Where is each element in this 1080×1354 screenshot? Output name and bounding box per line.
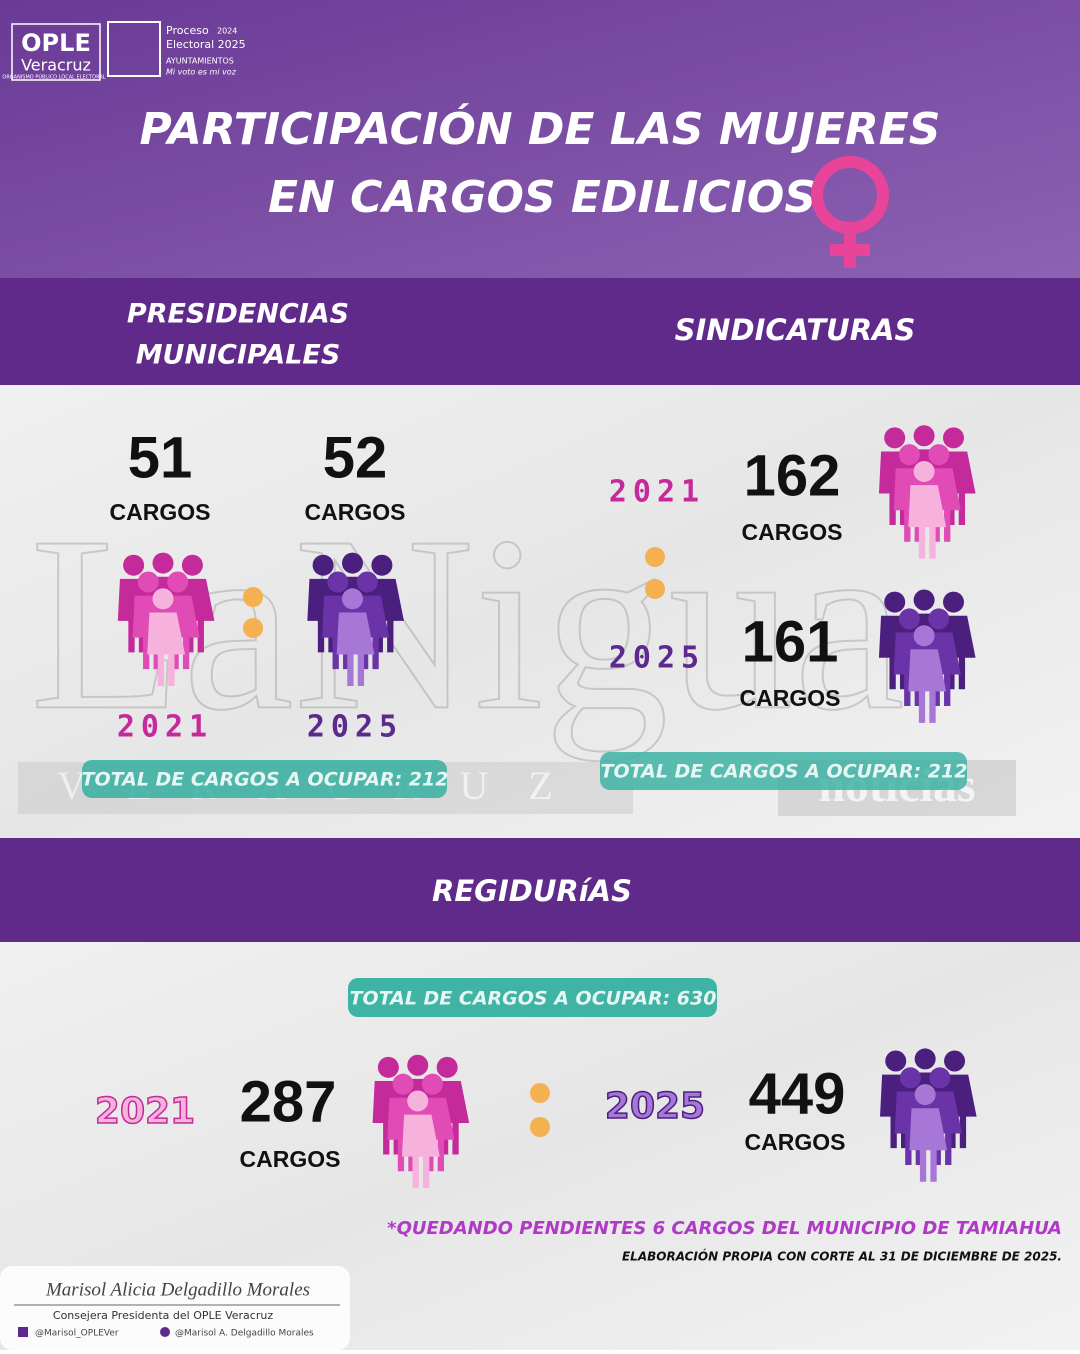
value: 449 — [749, 1061, 846, 1126]
dot — [645, 579, 665, 599]
total-pill — [600, 752, 967, 790]
electoral: Electoral 2025 — [166, 38, 246, 51]
unit: CARGOS — [745, 1129, 846, 1155]
unit: CARGOS — [742, 519, 843, 545]
dot — [243, 587, 263, 607]
value: 287 — [240, 1069, 337, 1134]
value: 52 — [323, 425, 388, 490]
section-title: SINDICATURAS — [675, 313, 916, 347]
section-title: REGIDURíAS — [432, 874, 632, 908]
unit: CARGOS — [305, 499, 406, 525]
title: EN CARGOS EDILICIOS — [268, 172, 816, 223]
ayuntamientos: AYUNTAMIENTOS — [166, 57, 234, 66]
logo-name: OPLE — [21, 29, 91, 57]
unit: CARGOS — [740, 685, 841, 711]
dot — [530, 1117, 550, 1137]
total: TOTAL DE CARGOS A OCUPAR: 630 — [350, 988, 717, 1010]
footer-card — [0, 1266, 350, 1350]
logo-mark — [107, 21, 161, 77]
section-title: MUNICIPALES — [136, 340, 341, 371]
header-bg — [0, 0, 1080, 278]
facebook-icon — [18, 1327, 28, 1337]
dot — [645, 547, 665, 567]
x-icon — [160, 1327, 170, 1337]
role: Consejera Presidenta del OPLE Veracruz — [53, 1309, 273, 1322]
total: TOTAL DE CARGOS A OCUPAR: 212 — [82, 769, 449, 791]
logo-tagline: ORGANISMO PÚBLICO LOCAL ELECTORAL — [2, 74, 105, 81]
year: 2021 — [609, 475, 705, 510]
value: 51 — [128, 425, 193, 490]
signature: Marisol Alicia Delgadillo Morales — [45, 1279, 310, 1300]
title: PARTICIPACIÓN DE LAS MUJERES — [140, 102, 941, 155]
dot — [243, 618, 263, 638]
logo-frame — [11, 23, 101, 81]
dot — [530, 1083, 550, 1103]
total-pill — [348, 978, 717, 1017]
year: 2021 — [117, 710, 213, 745]
logo: OPLE Veracruz ORGANISMO PÚBLICO LOCAL EL… — [2, 21, 246, 81]
value: 162 — [744, 443, 841, 508]
slogan: Mi voto es mi voz — [166, 68, 237, 77]
total-pill — [82, 760, 447, 798]
value: 161 — [742, 609, 839, 674]
unit: CARGOS — [240, 1146, 341, 1172]
female-symbol — [811, 156, 889, 268]
source: ELABORACIÓN PROPIA CON CORTE AL 31 DE DI… — [622, 1249, 1062, 1264]
x-handle: @Marisol A. Delgadillo Morales — [175, 1329, 314, 1339]
unit: CARGOS — [110, 499, 211, 525]
year: 2021 — [95, 1091, 195, 1132]
section-title: PRESIDENCIAS — [127, 299, 349, 330]
year: 2025 — [609, 641, 705, 676]
logo-sub: Veracruz — [21, 56, 91, 75]
facebook: @Marisol_OPLEVer — [35, 1329, 119, 1339]
process-years: 2024 — [217, 27, 237, 36]
total: TOTAL DE CARGOS A OCUPAR: 212 — [601, 761, 968, 783]
year: 2025 — [605, 1086, 705, 1127]
process: Proceso — [166, 24, 209, 37]
year: 2025 — [307, 710, 403, 745]
band — [0, 838, 1080, 942]
band — [0, 278, 1080, 385]
note: *QUEDANDO PENDIENTES 6 CARGOS DEL MUNICI… — [387, 1218, 1062, 1239]
